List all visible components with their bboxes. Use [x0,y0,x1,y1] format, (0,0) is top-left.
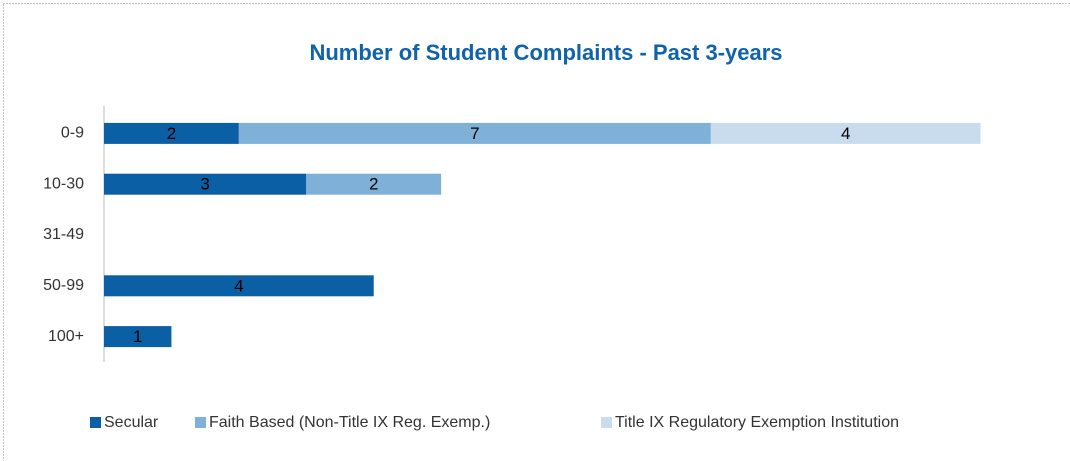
legend-swatch [90,417,101,428]
y-tick-label: 31-49 [43,226,84,243]
bar-segment [104,326,172,348]
bar-segment [710,122,981,144]
legend-label: Title IX Regulatory Exemption Institutio… [615,414,899,431]
legend-label: Faith Based (Non-Title IX Reg. Exemp.) [209,414,490,431]
legend-swatch [601,417,612,428]
data-label: 4 [234,276,243,295]
legend-swatch [195,417,206,428]
data-label: 1 [133,327,142,346]
data-label: 7 [470,124,479,143]
y-tick-label: 100+ [48,328,84,345]
y-tick-label: 50-99 [43,277,84,294]
data-label: 4 [841,124,850,143]
bar-segment [238,122,711,144]
legend-label: Secular [104,414,159,431]
bar-segment [306,173,442,195]
y-tick-label: 0-9 [61,125,84,142]
bar-segment [104,173,307,195]
bar-segment [104,275,374,297]
chart-title: Number of Student Complaints - Past 3-ye… [309,40,782,65]
bar-segment [104,122,239,144]
data-label: 3 [200,175,209,194]
data-label: 2 [167,124,176,143]
y-tick-label: 10-30 [43,175,84,192]
frame [3,3,1070,461]
data-label: 2 [369,175,378,194]
